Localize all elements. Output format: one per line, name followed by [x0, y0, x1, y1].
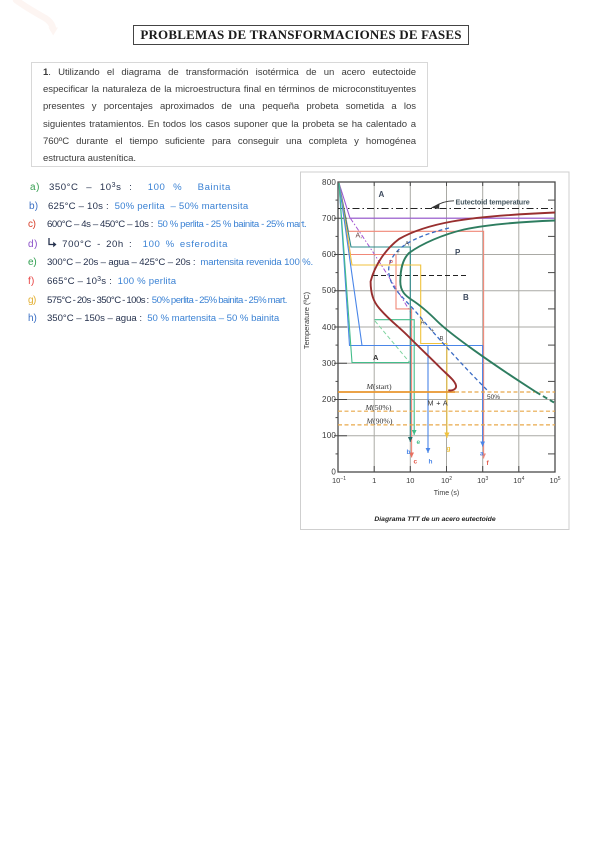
- svg-text:500: 500: [322, 286, 336, 295]
- svg-text:B: B: [463, 293, 469, 302]
- svg-text:e: e: [417, 439, 421, 446]
- svg-text:Temperature (ºC): Temperature (ºC): [302, 291, 311, 349]
- svg-text:+: +: [396, 250, 400, 256]
- svg-text:10−1: 10−1: [332, 476, 346, 485]
- svg-text:A: A: [421, 321, 425, 327]
- svg-text:h: h: [429, 459, 433, 466]
- svg-text:a: a: [480, 451, 484, 458]
- svg-text:100: 100: [322, 431, 336, 440]
- svg-text:P: P: [455, 248, 461, 257]
- svg-text:M(start): M(start): [366, 382, 393, 391]
- svg-text:c: c: [414, 459, 418, 466]
- svg-text:105: 105: [549, 476, 560, 485]
- svg-text:B: B: [440, 337, 444, 343]
- svg-text:103: 103: [477, 476, 488, 485]
- svg-text:M + A: M + A: [428, 398, 449, 407]
- svg-text:700: 700: [322, 214, 336, 223]
- svg-text:800: 800: [322, 178, 336, 187]
- svg-text:f: f: [487, 460, 490, 467]
- svg-text:M(90%): M(90%): [366, 417, 393, 426]
- svg-text:P: P: [389, 261, 393, 267]
- svg-text:Diagrama TTT de un acero eutec: Diagrama TTT de un acero eutectoide: [374, 516, 495, 523]
- svg-text:0: 0: [331, 468, 336, 477]
- svg-text:A: A: [379, 190, 385, 199]
- svg-text:M(50%): M(50%): [365, 403, 392, 412]
- svg-text:102: 102: [441, 476, 452, 485]
- svg-text:400: 400: [322, 323, 336, 332]
- svg-text:300: 300: [322, 359, 336, 368]
- svg-text:10: 10: [406, 476, 414, 485]
- svg-text:104: 104: [513, 476, 524, 485]
- svg-text:+: +: [431, 329, 435, 335]
- svg-text:1: 1: [372, 476, 376, 485]
- svg-text:A: A: [405, 242, 409, 248]
- svg-text:A: A: [373, 353, 379, 362]
- svg-text:50%: 50%: [487, 394, 500, 401]
- svg-text:g: g: [447, 446, 451, 453]
- svg-text:600: 600: [322, 250, 336, 259]
- svg-text:b: b: [407, 449, 411, 456]
- svg-text:Time (s): Time (s): [434, 490, 459, 497]
- svg-text:200: 200: [322, 395, 336, 404]
- svg-text:A,: A,: [356, 232, 363, 239]
- svg-text:Eutectoid temperature: Eutectoid temperature: [456, 197, 530, 206]
